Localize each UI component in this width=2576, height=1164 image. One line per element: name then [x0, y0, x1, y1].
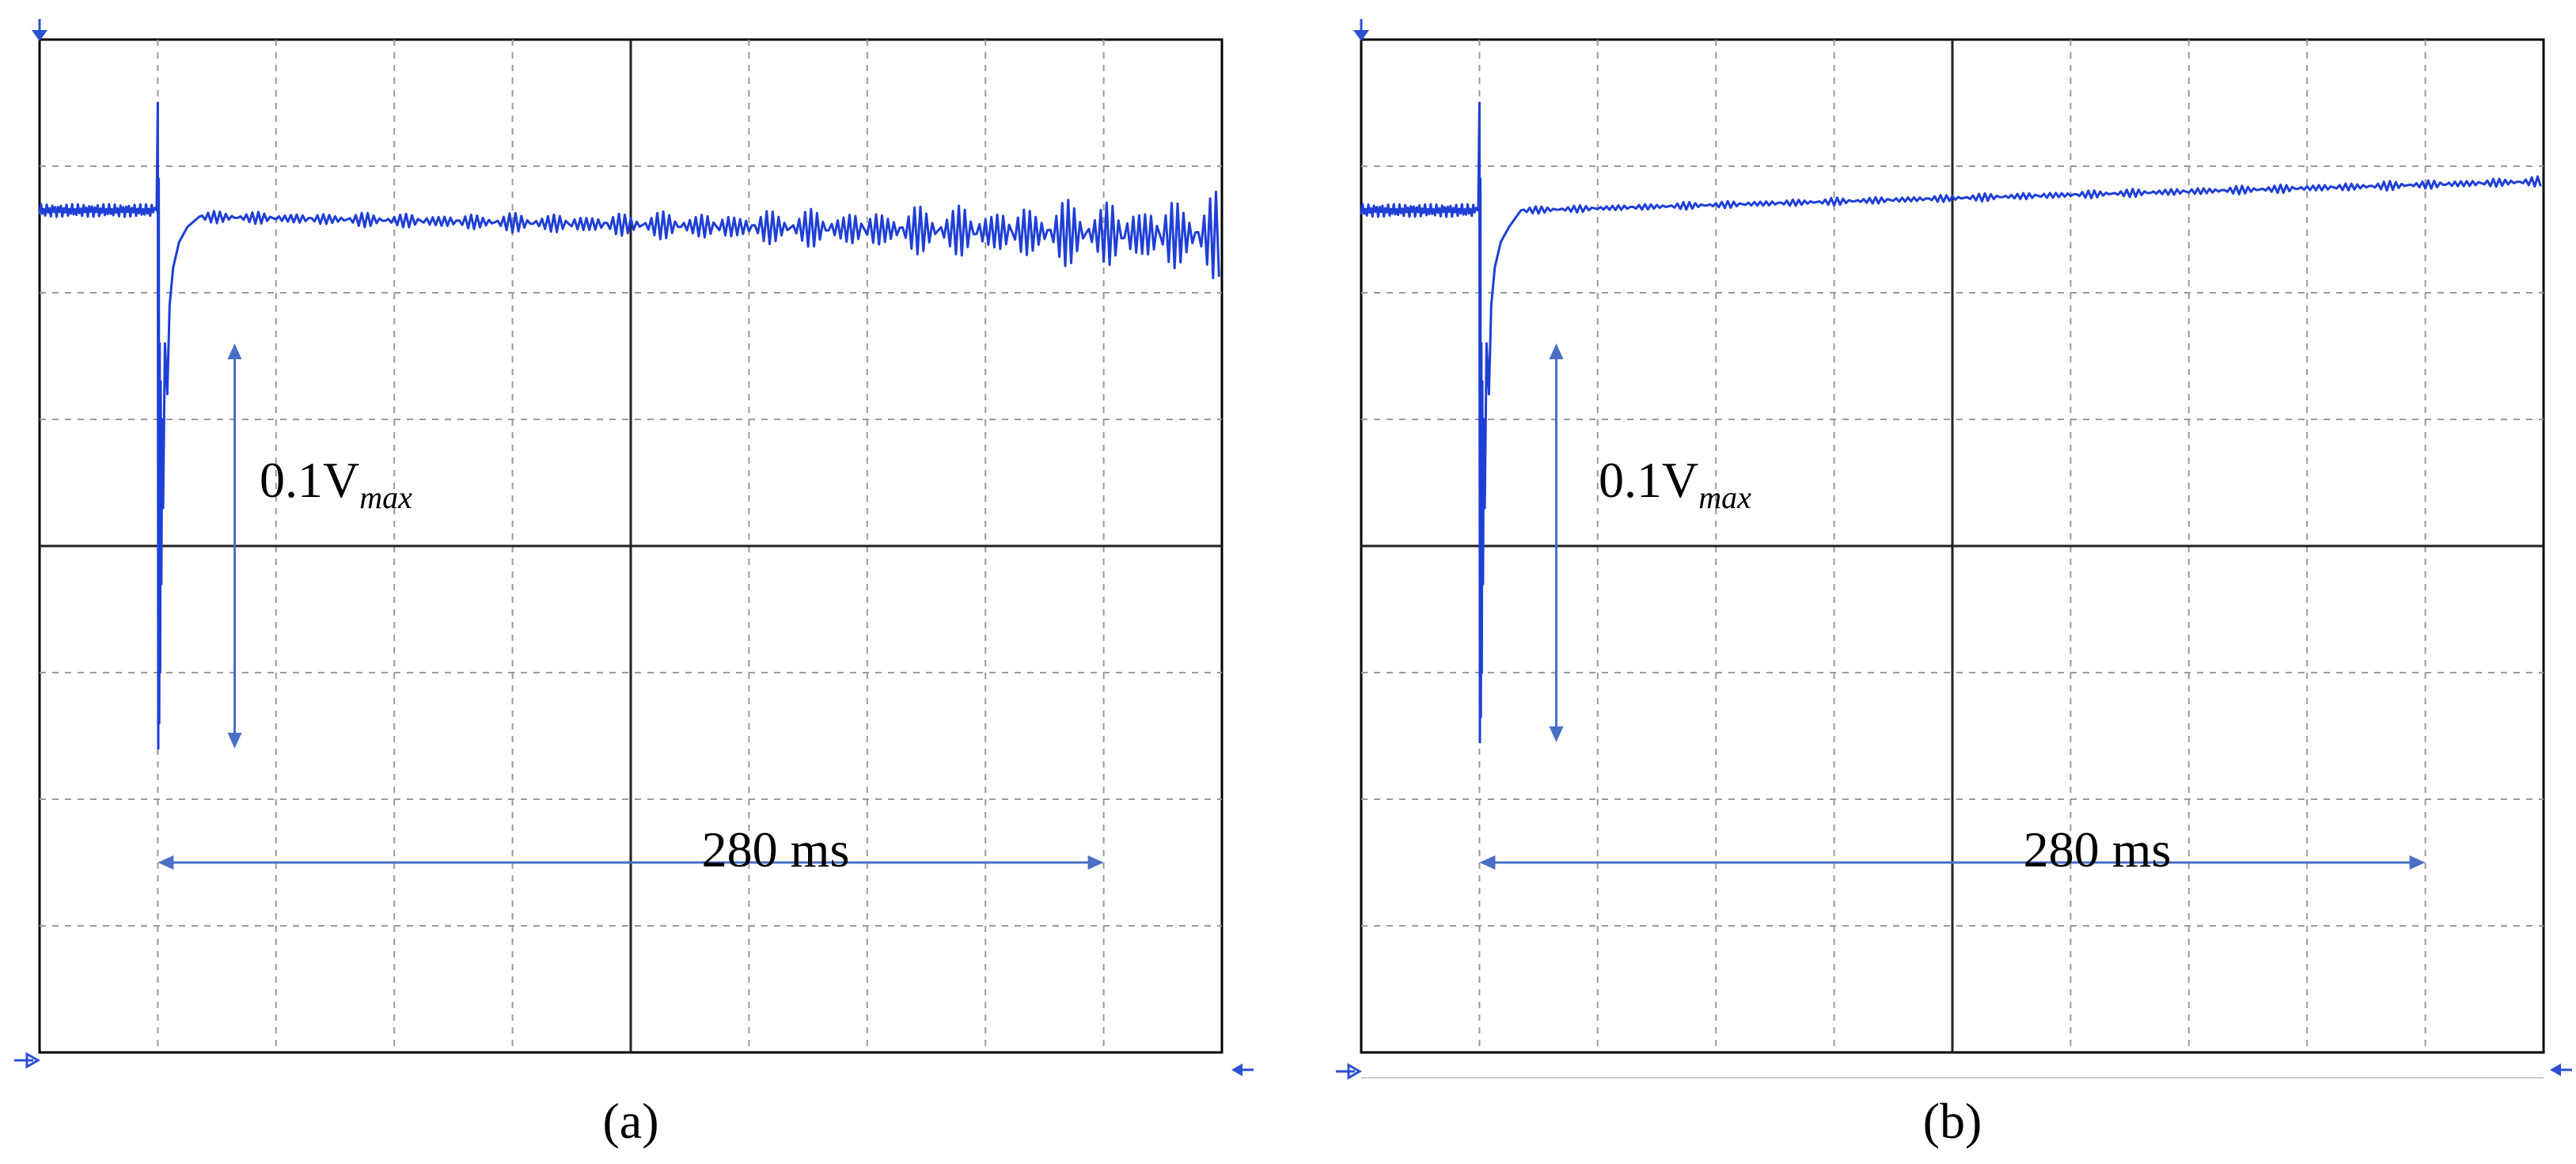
grid: [40, 40, 1222, 1052]
trigger-arrow-icon: [1353, 19, 1369, 41]
amplitude-label-prefix: 0.1V: [1599, 452, 1698, 508]
signal-trace: [38, 101, 1220, 750]
arrowhead: [1087, 855, 1104, 870]
ground-marker-left-icon: [14, 1052, 41, 1069]
trace-line: [1360, 101, 2542, 744]
grid: [1361, 40, 2544, 1052]
arrowhead: [157, 855, 174, 870]
amplitude-arrow: [1549, 343, 1564, 742]
annotations: [1479, 343, 2426, 870]
amplitude-label: 0.1Vmax: [260, 452, 412, 515]
arrowhead: [227, 733, 242, 749]
amplitude-label-subscript: max: [359, 480, 412, 515]
amplitude-label-prefix: 0.1V: [260, 452, 359, 508]
amplitude-label: 0.1Vmax: [1599, 452, 1751, 515]
ground-marker-right-icon: [1231, 1064, 1254, 1076]
time-label: 280 ms: [2024, 821, 2172, 878]
amplitude-arrow: [227, 343, 242, 749]
amplitude-label-subscript: max: [1698, 480, 1751, 515]
corner-markers: [1336, 19, 2572, 1080]
panel-caption: (b): [1923, 1093, 1982, 1149]
time-span-arrow: [1479, 855, 2426, 870]
arrowhead: [227, 343, 242, 359]
ground-marker-right-icon: [2550, 1064, 2572, 1076]
ground-marker-left-icon: [1336, 1063, 2544, 1080]
time-label: 280 ms: [702, 821, 850, 878]
panel-caption: (a): [602, 1093, 658, 1149]
trigger-arrow-icon: [32, 19, 47, 41]
arrowhead: [1479, 855, 1496, 870]
trace-line: [38, 101, 1220, 750]
annotations: [157, 343, 1104, 870]
panel-a: 0.1Vmax 280 ms (a): [14, 19, 1254, 1149]
arrowhead: [1549, 726, 1564, 742]
arrowhead: [2409, 855, 2426, 870]
panel-b: 0.1Vmax 280 ms (b): [1336, 19, 2572, 1149]
signal-trace: [1360, 101, 2542, 744]
corner-markers: [14, 19, 1254, 1076]
arrowhead: [1549, 343, 1564, 359]
time-span-arrow: [157, 855, 1104, 870]
